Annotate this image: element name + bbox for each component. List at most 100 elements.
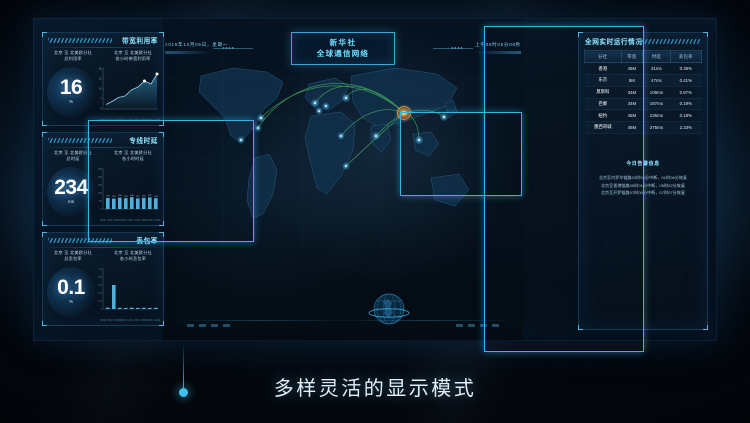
cell-bandwidth: 34M xyxy=(621,98,643,111)
alert-item: 北京至内罗毕链路02时54分中断，01时06分恢复 xyxy=(598,174,688,180)
kpi-disc xyxy=(47,267,95,317)
table-row[interactable]: 纽约 45M 236ms 0.18% xyxy=(584,109,702,123)
alert-item: 北京至香港链路05时01分中断，05时02分恢复 xyxy=(600,182,686,188)
svg-text:0.4: 0.4 xyxy=(99,293,103,295)
svg-text:231: 231 xyxy=(136,196,140,198)
sublabel-right-line1: 北京 至 北美欧分社 xyxy=(114,150,152,155)
table-row[interactable]: 巴黎 34M 187ms 0.19% xyxy=(584,98,702,111)
corner-accent xyxy=(42,132,47,137)
cell-latency: 236ms xyxy=(642,109,671,123)
svg-text:250: 250 xyxy=(98,169,102,171)
sublabel-right-line1: 北京 至 北美欧分社 xyxy=(114,50,152,55)
chart-latency-bars[interactable]: 250 200 150 100 50 0 xyxy=(94,165,160,222)
cell-branch: 莫斯科 xyxy=(584,86,622,99)
cell-latency: 187ms xyxy=(642,98,671,111)
chart-bandwidth-area[interactable]: 28 21 14 7 0 00:00 03:00 06:00 09:00 12: xyxy=(94,65,160,122)
chart-x-ticks: 00:00 03:00 06:00 09:00 12:00 15:00 18:00 21:0… xyxy=(100,119,160,122)
network-status-panel[interactable]: 全网实时运行情况 分社 带宽 时延 丢包率 香港 45M 31ms 0.39% xyxy=(578,32,708,330)
table-row[interactable]: 莫斯科 34M 109ms 0.97% xyxy=(584,86,702,99)
panel-title: 全网实时运行情况 xyxy=(585,39,643,46)
sublabel-left: 北京 至 北美欧分社 总时延 xyxy=(43,150,103,163)
cell-bandwidth: 45M xyxy=(621,62,643,75)
map-ticks-left xyxy=(187,324,230,327)
th-loss: 丢包率 xyxy=(669,49,703,64)
cell-latency: 375ms xyxy=(642,121,671,134)
svg-text:236: 236 xyxy=(118,195,122,197)
sublabel-left: 北京 至 北美欧分社 总利用率 xyxy=(43,50,103,63)
corner-accent xyxy=(703,325,708,330)
header-time: 上午08时05分08秒 xyxy=(475,42,521,47)
corner-accent xyxy=(578,325,583,330)
panel-header: 全网实时运行情况 xyxy=(579,33,707,48)
page-caption: 多样灵活的显示模式 xyxy=(273,378,477,400)
corner-accent xyxy=(159,321,164,326)
svg-text:238: 238 xyxy=(130,195,134,197)
svg-text:0.8: 0.8 xyxy=(99,277,103,279)
table-row[interactable]: 香港 45M 31ms 0.39% xyxy=(584,62,702,75)
svg-text:237: 237 xyxy=(148,195,152,197)
network-status-table[interactable]: 分社 带宽 时延 丢包率 香港 45M 31ms 0.39% 东京 8M 47m… xyxy=(584,49,703,134)
map-rule-right xyxy=(331,320,517,321)
alert-list: 北京至内罗毕链路02时54分中断，01时06分恢复 北京至香港链路05时01分中… xyxy=(579,174,707,197)
sublabel-left-line2: 总丢包率 xyxy=(64,256,82,262)
dashboard-title-box: 新华社 全球通信网络 xyxy=(291,32,395,65)
card-header: 专线时延 xyxy=(43,133,163,147)
cell-loss: 0.39% xyxy=(670,62,702,75)
alert-section-title: 今日告警信息 xyxy=(626,160,660,167)
map-node-group xyxy=(395,104,413,122)
chart-x-ticks: 00:00 03:00 06:00 09:00 12:00 15:00 18:00 21:0… xyxy=(100,219,160,222)
sublabel-right: 北京 至 北美欧分社 各小时带宽利用率 xyxy=(103,50,163,63)
kpi-disc xyxy=(47,67,95,117)
cell-loss: 0.41% xyxy=(670,74,702,87)
cell-bandwidth: 34M xyxy=(621,86,643,99)
table-row[interactable]: 墨西哥城 45M 375ms 2.33% xyxy=(584,121,702,134)
corner-accent xyxy=(159,221,164,226)
svg-text:28: 28 xyxy=(99,68,102,71)
metric-cards-column: 带宽利用率 北京 至 北美欧分社 总利用率 北京 至 北美欧分社 各小时带宽利用… xyxy=(42,32,164,330)
svg-text:234: 234 xyxy=(106,196,110,198)
hatch-decoration xyxy=(48,238,112,243)
corner-accent xyxy=(159,132,164,137)
corner-accent xyxy=(42,221,47,226)
th-branch: 分社 xyxy=(584,49,622,64)
header-dots-left: ▸▸▸▸ xyxy=(223,45,236,50)
corner-accent xyxy=(578,32,583,37)
cell-loss: 0.18% xyxy=(670,109,702,123)
kpi-value: 234 xyxy=(54,176,88,199)
header-dots-right: ◂◂◂◂ xyxy=(450,45,463,50)
card-packet-loss[interactable]: 丢包率 北京 至 北美欧分社 总丢包率 北京 至 北美欧分社 各小时丢包率 0.… xyxy=(42,232,164,326)
card-line-latency[interactable]: 专线时延 北京 至 北美欧分社 总时延 北京 至 北美欧分社 各小时时延 234… xyxy=(42,132,164,226)
card-header: 带宽利用率 xyxy=(43,33,163,47)
map-ticks-right xyxy=(456,324,499,327)
card-bandwidth-utilization[interactable]: 带宽利用率 北京 至 北美欧分社 总利用率 北京 至 北美欧分社 各小时带宽利用… xyxy=(42,32,164,126)
header-date: 2016年12月05日，星期一 xyxy=(165,42,229,47)
svg-text:230: 230 xyxy=(124,196,128,198)
header-bar: 2016年12月05日，星期一 上午08时05分08秒 ▸▸▸▸ ◂◂◂◂ 新华… xyxy=(163,32,523,66)
corner-accent xyxy=(159,232,164,237)
svg-text:0.6: 0.6 xyxy=(99,285,103,287)
hatch-decoration xyxy=(48,38,112,43)
card-header: 丢包率 xyxy=(43,233,163,247)
cell-branch: 巴黎 xyxy=(584,98,622,111)
cell-branch: 墨西哥城 xyxy=(584,121,622,134)
sublabel-right-line2: 各小时时延 xyxy=(122,156,144,162)
sublabel-right-line2: 各小时带宽利用率 xyxy=(115,56,151,62)
card-title: 丢包率 xyxy=(136,238,158,245)
cell-loss: 0.97% xyxy=(670,86,702,99)
sublabel-left-line1: 北京 至 北美欧分社 xyxy=(54,50,92,55)
svg-text:235: 235 xyxy=(142,195,146,197)
world-map-panel[interactable] xyxy=(163,18,523,341)
chart-packetloss-bars[interactable]: 1.0 0.8 0.6 0.4 0.2 0 xyxy=(94,265,160,322)
kpi-value: 16 xyxy=(59,76,83,99)
table-row[interactable]: 东京 8M 47ms 0.41% xyxy=(584,74,702,87)
world-map-svg xyxy=(163,38,523,248)
svg-text:150: 150 xyxy=(98,185,102,187)
header-connector-right xyxy=(433,48,473,49)
map-rule-left xyxy=(169,320,355,321)
svg-text:0: 0 xyxy=(100,309,102,311)
cell-latency: 31ms xyxy=(642,62,671,75)
cell-bandwidth: 8M xyxy=(621,74,643,87)
kpi-display: 234 ms xyxy=(47,167,95,221)
card-sublabels: 北京 至 北美欧分社 总丢包率 北京 至 北美欧分社 各小时丢包率 xyxy=(43,250,163,263)
card-divider xyxy=(47,147,159,148)
